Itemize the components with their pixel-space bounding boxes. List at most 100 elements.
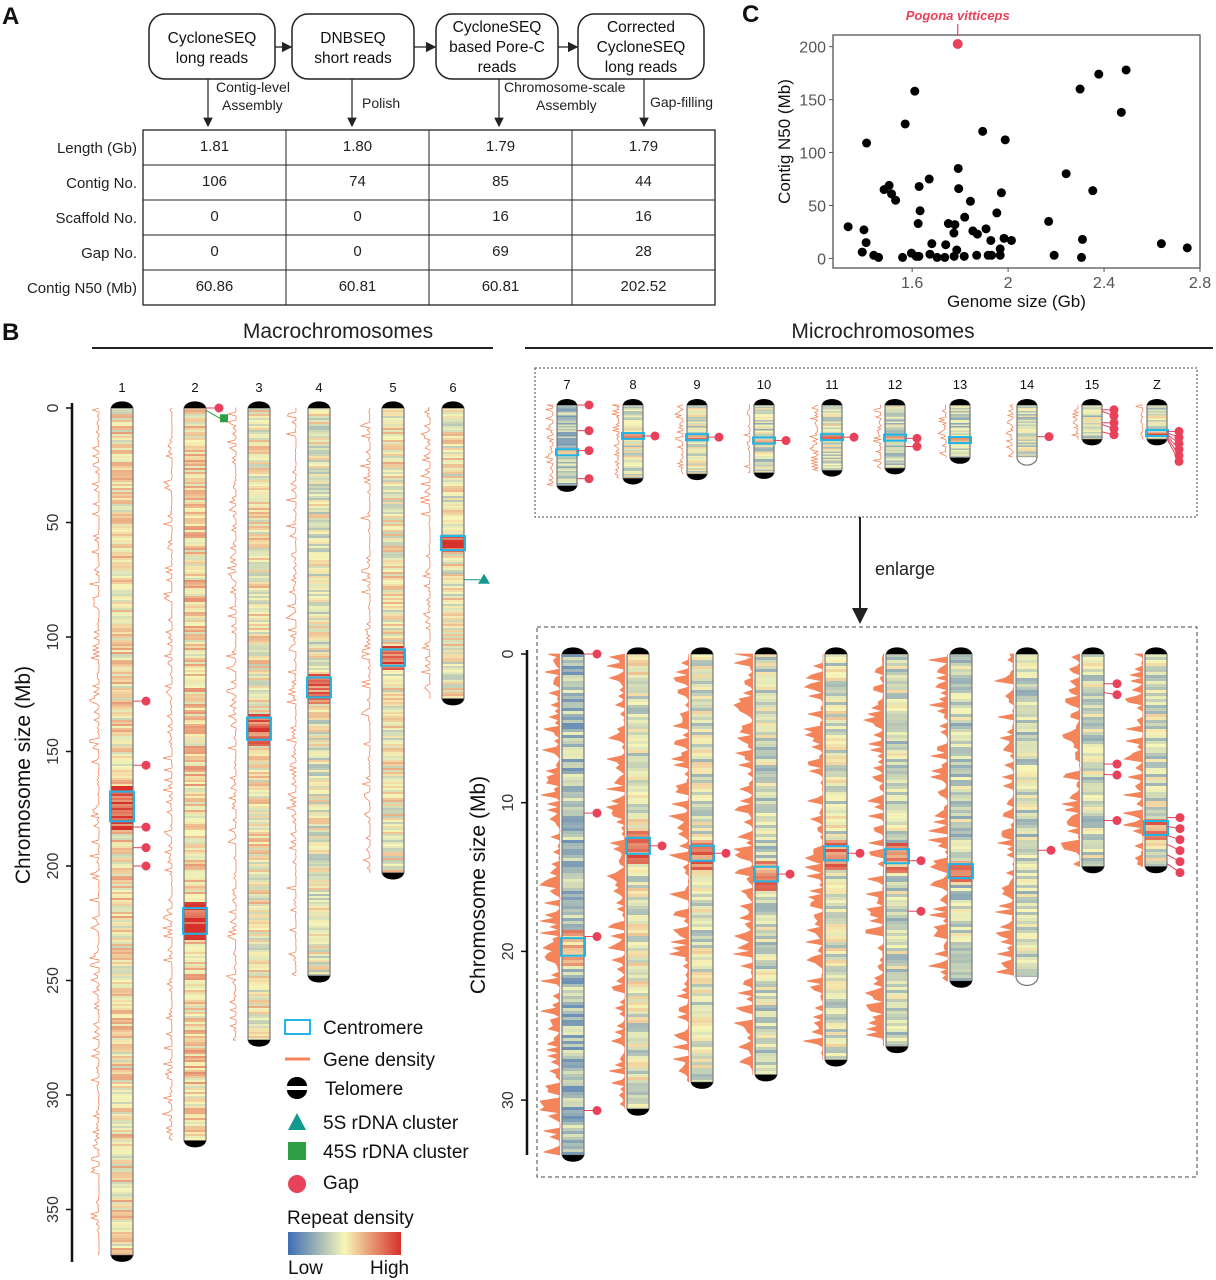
repeat-stripe	[1082, 435, 1102, 437]
repeat-stripe	[382, 862, 404, 865]
repeat-stripe	[825, 693, 847, 697]
repeat-stripe	[627, 984, 649, 988]
repeat-stripe	[886, 1038, 908, 1042]
repeat-stripe	[755, 660, 777, 664]
repeat-density-track	[442, 408, 464, 700]
repeat-stripe	[248, 488, 270, 491]
repeat-stripe	[308, 564, 330, 567]
repeat-stripe	[755, 768, 777, 772]
repeat-stripe	[308, 560, 330, 563]
repeat-stripe	[184, 546, 206, 549]
repeat-stripe	[184, 896, 206, 899]
repeat-stripe	[184, 868, 206, 871]
repeat-stripe	[308, 546, 330, 549]
repeat-stripe	[248, 564, 270, 567]
repeat-stripe	[248, 894, 270, 897]
repeat-stripe	[111, 584, 133, 587]
repeat-stripe	[442, 692, 464, 695]
repeat-stripe	[111, 1052, 133, 1055]
repeat-stripe	[248, 812, 270, 815]
gene-density-track	[1070, 404, 1080, 440]
repeat-stripe	[950, 807, 972, 811]
gap-icon	[584, 426, 594, 436]
repeat-stripe	[886, 885, 908, 889]
repeat-stripe	[950, 816, 972, 820]
repeat-stripe	[755, 1020, 777, 1024]
repeat-stripe	[111, 736, 133, 739]
repeat-stripe	[308, 674, 330, 677]
repeat-stripe	[184, 920, 206, 923]
repeat-stripe	[382, 726, 404, 729]
repeat-stripe	[442, 506, 464, 509]
repeat-stripe	[308, 462, 330, 465]
repeat-stripe	[1082, 732, 1104, 736]
repeat-stripe	[308, 766, 330, 769]
repeat-stripe	[111, 656, 133, 659]
repeat-stripe	[691, 846, 713, 850]
repeat-stripe	[562, 813, 584, 817]
repeat-stripe	[184, 694, 206, 697]
repeat-stripe	[562, 1098, 584, 1102]
repeat-stripe	[308, 938, 330, 941]
repeat-stripe	[755, 981, 777, 985]
chromosome-label: 6	[449, 380, 456, 395]
repeat-stripe	[562, 957, 584, 961]
repeat-stripe	[442, 546, 464, 549]
repeat-stripe	[308, 788, 330, 791]
repeat-stripe	[1016, 819, 1038, 823]
repeat-stripe	[308, 762, 330, 765]
repeat-stripe	[825, 843, 847, 847]
repeat-stripe	[886, 807, 908, 811]
repeat-stripe	[308, 664, 330, 667]
repeat-stripe	[111, 734, 133, 737]
repeat-stripe	[886, 711, 908, 715]
repeat-stripe	[886, 891, 908, 895]
repeat-stripe	[825, 915, 847, 919]
repeat-stripe	[886, 828, 908, 832]
repeat-stripe	[627, 1104, 649, 1108]
repeat-stripe	[111, 1004, 133, 1007]
repeat-stripe	[886, 975, 908, 979]
repeat-stripe	[111, 772, 133, 775]
repeat-stripe	[111, 442, 133, 445]
repeat-stripe	[825, 1026, 847, 1030]
repeat-stripe	[691, 948, 713, 952]
repeat-stripe	[308, 880, 330, 883]
repeat-stripe	[754, 459, 774, 461]
repeat-stripe	[1017, 427, 1037, 430]
repeat-density-track	[1016, 654, 1038, 977]
repeat-stripe	[248, 584, 270, 587]
repeat-stripe	[886, 1017, 908, 1021]
repeat-stripe	[627, 822, 649, 826]
repeat-stripe	[184, 828, 206, 831]
repeat-stripe	[627, 927, 649, 931]
repeat-stripe	[382, 744, 404, 747]
repeat-stripe	[1017, 447, 1037, 449]
telomere-legend-icon-top	[287, 1077, 307, 1086]
repeat-stripe	[825, 924, 847, 928]
repeat-stripe	[825, 954, 847, 958]
repeat-stripe	[111, 434, 133, 437]
repeat-stripe	[950, 681, 972, 685]
gene-density-track	[733, 653, 755, 1075]
repeat-stripe	[623, 453, 643, 455]
repeat-stripe	[184, 464, 206, 467]
repeat-stripe	[184, 996, 206, 999]
repeat-stripe	[248, 984, 270, 987]
repeat-stripe	[442, 430, 464, 433]
repeat-stripe	[754, 450, 774, 452]
repeat-stripe	[111, 1054, 133, 1057]
repeat-stripe	[442, 648, 464, 651]
repeat-stripe	[1145, 849, 1167, 853]
repeat-stripe	[886, 813, 908, 817]
legend-label: Centromere	[323, 1018, 423, 1039]
repeat-stripe	[1016, 663, 1038, 667]
repeat-stripe	[308, 952, 330, 955]
repeat-stripe	[248, 974, 270, 977]
repeat-stripe	[111, 976, 133, 979]
pipeline-step-box	[577, 13, 705, 80]
repeat-stripe	[950, 852, 972, 856]
repeat-stripe	[111, 806, 133, 809]
repeat-stripe	[184, 708, 206, 711]
repeat-stripe	[111, 706, 133, 709]
